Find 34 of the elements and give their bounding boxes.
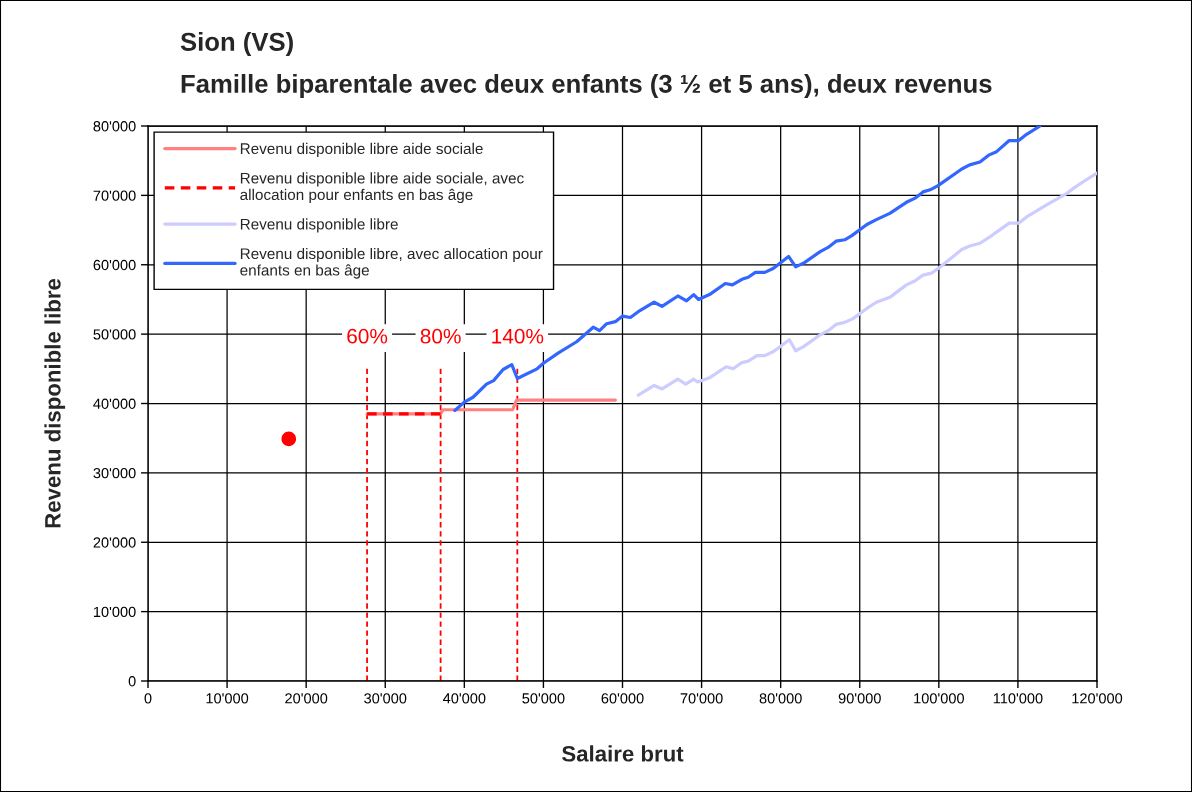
x-tick-label: 60'000 bbox=[601, 693, 644, 704]
x-tick-label: 70'000 bbox=[680, 693, 723, 704]
x-tick-label: 10'000 bbox=[206, 693, 249, 704]
y-tick-label: 40'000 bbox=[93, 398, 136, 409]
x-tick-label: 80'000 bbox=[759, 693, 802, 704]
legend-label: Revenu disponible libre aide sociale, avec allocation pour enfants en bas âge bbox=[240, 172, 524, 204]
x-tick-label: 40'000 bbox=[443, 693, 486, 704]
y-tick-label: 20'000 bbox=[93, 537, 136, 548]
y-tick-label: 10'000 bbox=[93, 606, 136, 618]
chart-title: Sion (VS) bbox=[180, 32, 293, 56]
x-axis-title: Salaire brut bbox=[562, 745, 684, 762]
y-tick-label: 80'000 bbox=[93, 121, 136, 132]
x-tick-label: 110'000 bbox=[993, 693, 1043, 704]
annotation: 60% bbox=[347, 328, 388, 344]
x-tick-label: 30'000 bbox=[364, 693, 407, 704]
y-tick-label: 70'000 bbox=[93, 190, 136, 201]
x-tick-label: 0 bbox=[144, 693, 152, 704]
annotation: 80% bbox=[420, 328, 461, 344]
x-tick-label: 90'000 bbox=[838, 693, 881, 704]
annotation: 140% bbox=[492, 328, 544, 344]
y-tick-label: 30'000 bbox=[93, 467, 136, 479]
y-tick-label: 60'000 bbox=[93, 259, 136, 271]
y-axis-title: Revenu disponible libre bbox=[44, 278, 66, 528]
x-tick-label: 120'000 bbox=[1072, 693, 1123, 704]
y-tick-label: 0 bbox=[128, 676, 136, 687]
legend-label: Revenu disponible libre bbox=[240, 218, 398, 233]
chart-subtitle: Famille biparentale avec deux enfants (3 ½ et 5 ans), deux revenus bbox=[181, 74, 992, 98]
legend-label: Revenu disponible libre aide sociale bbox=[240, 142, 483, 158]
x-tick-label: 50'000 bbox=[522, 693, 565, 704]
y-tick-label: 50'000 bbox=[93, 329, 136, 340]
line-series bbox=[636, 171, 1097, 397]
x-tick-label: 100'000 bbox=[914, 693, 964, 704]
x-tick-label: 20'000 bbox=[285, 693, 328, 704]
legend-label: Revenu disponible libre, avec allocation pour enfants en bas âge bbox=[240, 247, 543, 279]
